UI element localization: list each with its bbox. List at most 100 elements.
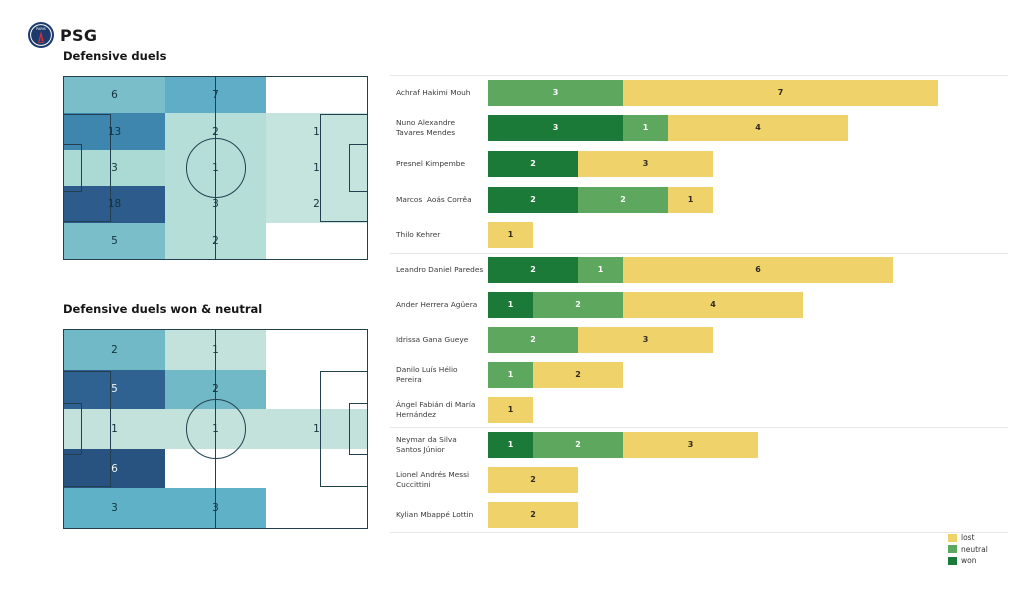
bar-segment-neutral: 1 bbox=[578, 257, 623, 284]
pitch-zone bbox=[165, 449, 266, 489]
pitch-zone bbox=[266, 370, 367, 410]
player-name: Presnel Kimpembe bbox=[396, 158, 466, 168]
player-row: Idrissa Gana Gueye 2 3 bbox=[390, 323, 1012, 358]
legend-swatch-lost bbox=[948, 533, 957, 542]
pitch-zone: 2 bbox=[64, 330, 166, 370]
player-name: Ángel Fabián di María Hernández bbox=[396, 399, 476, 419]
player-row: Danilo Luís Hélio Pereira 1 2 bbox=[390, 357, 1012, 392]
zone-count: 1 bbox=[313, 125, 320, 138]
zone-count: 1 bbox=[212, 161, 219, 174]
player-name: Kylian Mbappé Lottin bbox=[396, 509, 474, 519]
zone-count: 2 bbox=[111, 343, 118, 356]
pitch-zone bbox=[266, 223, 367, 259]
duels-stacked-bar-chart: Achraf Hakimi Mouh 3 7 Nuno Alexandre Tavare… bbox=[390, 60, 1012, 560]
player-name: Neymar da Silva Santos Júnior bbox=[396, 434, 457, 454]
bar-segment-lost: 2 bbox=[533, 361, 623, 388]
zone-count: 2 bbox=[212, 125, 219, 138]
header: PARIS PSG bbox=[27, 21, 97, 49]
player-name: Marcos Aoás Corrêa bbox=[396, 194, 472, 204]
group-separator bbox=[390, 532, 1008, 533]
pitch-zone: 3 bbox=[165, 186, 267, 223]
heatmap-cells: 6 7 13 2 1 3 1 1 18 3 2 5 2 bbox=[64, 77, 368, 259]
group-separator bbox=[390, 427, 1008, 428]
pitch-zone bbox=[266, 330, 367, 370]
pitch-heatmap-defensive-duels: 6 7 13 2 1 3 1 1 18 3 2 5 2 bbox=[63, 76, 368, 260]
legend-label: neutral bbox=[961, 544, 988, 554]
zone-count: 2 bbox=[212, 234, 219, 247]
bar-segment-lost: 4 bbox=[668, 115, 848, 142]
team-title: PSG bbox=[60, 25, 98, 45]
pitch-zone: 6 bbox=[64, 448, 166, 489]
pitch1-title: Defensive duels bbox=[63, 49, 167, 63]
bar-segment-lost: 3 bbox=[578, 326, 713, 353]
zone-count: 1 bbox=[212, 422, 219, 435]
pitch-zone: 1 bbox=[165, 149, 267, 187]
player-row: Nuno Alexandre Tavares Mendes 3 1 4 bbox=[390, 111, 1012, 147]
legend-item-lost: lost bbox=[948, 532, 988, 544]
bar-segment-won: 2 bbox=[488, 186, 578, 213]
pitch-zone: 2 bbox=[165, 222, 267, 259]
bar-segment-won: 1 bbox=[488, 292, 533, 319]
player-name: Danilo Luís Hélio Pereira bbox=[396, 364, 458, 384]
pitch-zone bbox=[266, 449, 367, 489]
player-name: Nuno Alexandre Tavares Mendes bbox=[396, 118, 456, 138]
pitch-zone: 1 bbox=[165, 409, 267, 449]
bar-segment-neutral: 1 bbox=[488, 361, 533, 388]
pitch-zone: 5 bbox=[64, 369, 166, 410]
zone-count: 2 bbox=[313, 198, 320, 211]
player-row: Ángel Fabián di María Hernández 1 bbox=[390, 392, 1012, 427]
pitch-zone: 3 bbox=[64, 488, 166, 528]
pitch-zone: 3 bbox=[64, 149, 166, 187]
player-row: Marcos Aoás Corrêa 2 2 1 bbox=[390, 182, 1012, 218]
player-name: Lionel Andrés Messi Cuccittini bbox=[396, 469, 470, 489]
chart-legend: lost neutral won bbox=[948, 532, 988, 567]
legend-swatch-won bbox=[948, 556, 957, 565]
pitch-zone: 2 bbox=[165, 113, 267, 150]
pitch-zone bbox=[266, 488, 367, 528]
pitch-zone: 3 bbox=[165, 488, 267, 528]
legend-swatch-neutral bbox=[948, 545, 957, 554]
psg-logo-icon: PARIS bbox=[28, 22, 54, 48]
bar-segment-lost: 6 bbox=[623, 257, 893, 284]
legend-label: lost bbox=[961, 533, 975, 543]
pitch-zone: 5 bbox=[64, 222, 166, 259]
zone-count: 3 bbox=[111, 502, 118, 515]
player-name: Thilo Kehrer bbox=[396, 230, 441, 240]
pitch-zone: 6 bbox=[64, 77, 166, 114]
bar-segment-lost: 1 bbox=[668, 186, 713, 213]
bar-segment-lost: 7 bbox=[623, 79, 938, 106]
bar-segment-neutral: 2 bbox=[533, 292, 623, 319]
pitch-zone: 2 bbox=[266, 186, 368, 223]
group-separator bbox=[390, 253, 1008, 254]
zone-count: 1 bbox=[313, 161, 320, 174]
legend-label: won bbox=[961, 556, 977, 566]
zone-count: 1 bbox=[313, 422, 320, 435]
zone-count: 13 bbox=[107, 125, 122, 138]
pitch-zone: 18 bbox=[64, 186, 166, 223]
pitch-zone: 7 bbox=[165, 77, 267, 114]
legend-item-won: won bbox=[948, 555, 988, 567]
zone-count: 1 bbox=[212, 343, 219, 356]
player-row: Leandro Daniel Paredes 2 1 6 bbox=[390, 253, 1012, 288]
player-row: Thilo Kehrer 1 bbox=[390, 217, 1012, 253]
pitch-zone: 1 bbox=[266, 409, 368, 449]
svg-text:PARIS: PARIS bbox=[36, 27, 46, 31]
pitch-heatmap-duels-won-neutral: 2 1 5 2 1 1 1 6 3 3 bbox=[63, 329, 368, 529]
zone-count: 3 bbox=[212, 502, 219, 515]
bar-segment-won: 2 bbox=[488, 257, 578, 284]
player-name: Leandro Daniel Paredes bbox=[396, 265, 484, 275]
player-name: Achraf Hakimi Mouh bbox=[396, 87, 471, 97]
bar-segment-neutral: 2 bbox=[488, 326, 578, 353]
bar-segment-neutral: 3 bbox=[488, 79, 623, 106]
player-row: Presnel Kimpembe 2 3 bbox=[390, 146, 1012, 182]
bar-segment-neutral: 2 bbox=[533, 431, 623, 458]
legend-item-neutral: neutral bbox=[948, 544, 988, 556]
bar-segment-lost: 2 bbox=[488, 466, 578, 493]
bar-segment-won: 2 bbox=[488, 150, 578, 177]
player-row: Ander Herrera Agüera 1 2 4 bbox=[390, 288, 1012, 323]
zone-count: 6 bbox=[111, 89, 118, 102]
zone-count: 2 bbox=[212, 383, 219, 396]
bar-segment-neutral: 1 bbox=[623, 115, 668, 142]
zone-count: 5 bbox=[111, 383, 118, 396]
